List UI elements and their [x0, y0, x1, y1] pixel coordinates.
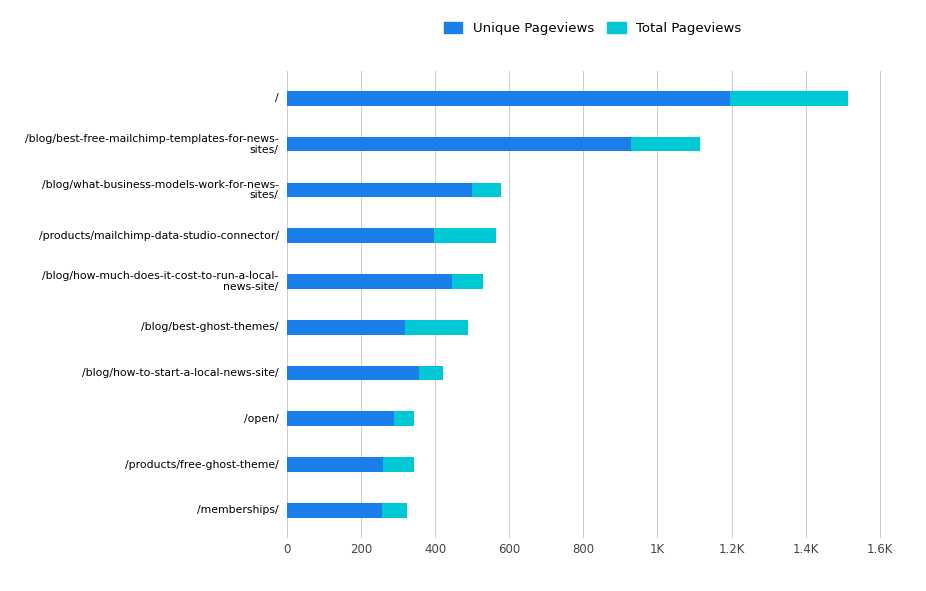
Bar [287, 274, 482, 289]
Bar [287, 366, 444, 381]
Bar [287, 411, 414, 426]
Bar [287, 411, 394, 426]
Bar [287, 183, 501, 197]
Bar [287, 91, 848, 106]
Bar [287, 457, 414, 472]
Bar [287, 457, 383, 472]
Bar [287, 320, 405, 335]
Bar [287, 366, 419, 381]
Legend: Unique Pageviews, Total Pageviews: Unique Pageviews, Total Pageviews [439, 17, 746, 40]
Bar [287, 320, 468, 335]
Bar [287, 503, 382, 518]
Bar [287, 183, 471, 197]
Bar [287, 228, 495, 243]
Bar [287, 137, 631, 151]
Bar [287, 228, 434, 243]
Bar [287, 503, 407, 518]
Bar [287, 91, 730, 106]
Bar [287, 274, 452, 289]
Bar [287, 137, 700, 151]
